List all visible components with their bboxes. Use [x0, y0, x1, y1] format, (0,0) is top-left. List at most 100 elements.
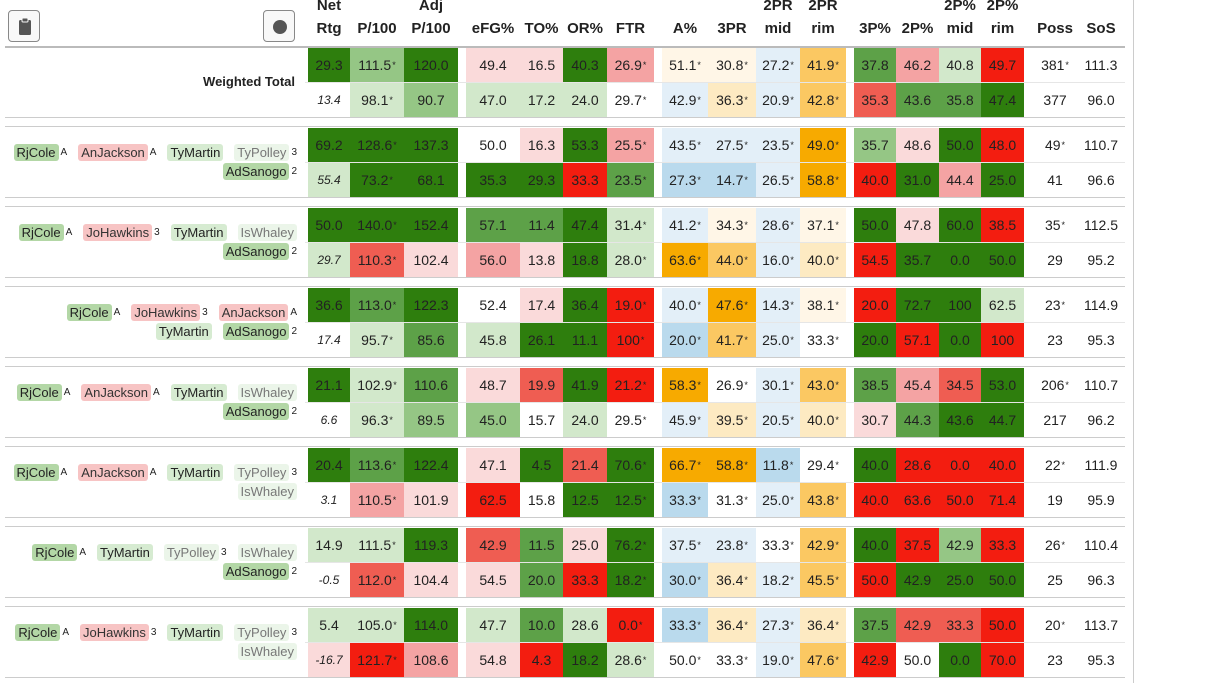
stat-cell: 47.1: [466, 448, 520, 482]
player-sup: 3: [150, 626, 157, 638]
stat-cell: 34.5: [939, 368, 981, 402]
stat-value: 25.0: [762, 332, 790, 348]
stat-value: 47.8: [903, 217, 932, 233]
stat-cell: 114.9: [1080, 288, 1122, 322]
stat-flag: *: [835, 60, 839, 70]
stat-cell: 26 *: [1030, 528, 1080, 562]
stat-cell: 37.5: [896, 528, 939, 562]
column-header: 2P%: [986, 0, 1019, 14]
stat-value: 40.0: [861, 537, 889, 553]
stat-value: 35.8: [946, 92, 974, 108]
stat-flag: *: [744, 175, 748, 185]
stat-value: 40.0: [988, 457, 1017, 473]
stat-cell: 47.4: [981, 83, 1024, 117]
stat-cell: 29.4 *: [800, 448, 846, 482]
stat-value: 22: [1044, 457, 1061, 473]
lineup-line: IsWhaley: [5, 482, 297, 500]
stat-value: 12.5: [571, 492, 599, 508]
stat-cell: 85.6: [404, 323, 458, 357]
stat-value: 27.2: [762, 57, 790, 73]
copy-button[interactable]: [8, 10, 40, 42]
stat-flag: *: [697, 575, 701, 585]
stat-cell: 49.7: [981, 48, 1024, 82]
stat-value: 30.0: [669, 572, 697, 588]
group-rule: [5, 526, 1125, 527]
player-tag: AnJackson: [78, 143, 148, 161]
lineup-line: AdSanogo 2: [5, 402, 297, 420]
stat-cell: 58.8 *: [708, 448, 756, 482]
lineup-line: RjCole A AnJackson A TyMartin TyPolley 3: [5, 463, 297, 481]
stat-value: 0.0: [950, 332, 970, 348]
stat-cell: 30.0 *: [662, 563, 708, 597]
stat-cell: 102.9 *: [350, 368, 404, 402]
header-rule: [5, 46, 1125, 48]
stat-cell: 96.0: [1080, 83, 1122, 117]
stat-cell: 13.4: [308, 83, 350, 117]
stat-cell: 111.3: [1080, 48, 1122, 82]
stat-cell: 28.6 *: [756, 208, 800, 242]
stat-flag: *: [697, 300, 701, 310]
stat-value: 102.4: [413, 252, 449, 268]
column-header: 2PR: [808, 0, 838, 14]
stat-cell: 40.0 *: [662, 288, 708, 322]
stat-flag: *: [392, 60, 396, 70]
player-tag: TyMartin: [167, 143, 224, 161]
stat-flag: *: [835, 95, 839, 105]
stat-value: 100: [990, 332, 1015, 348]
stat-cell: 35.3: [854, 83, 896, 117]
stat-value: 57.1: [903, 332, 932, 348]
stat-value: 28.6: [571, 617, 599, 633]
stat-flag: *: [640, 335, 645, 345]
stat-flag: *: [789, 460, 794, 470]
stat-value: 96.6: [1087, 172, 1115, 188]
stat-value: 20: [1044, 617, 1061, 633]
stat-value: 24.0: [571, 92, 599, 108]
stat-value: 21.4: [571, 457, 599, 473]
stat-cell: 100 *: [607, 323, 654, 357]
stat-value: 49.4: [479, 57, 507, 73]
stat-cell: 20.4: [308, 448, 350, 482]
stat-cell: 60.0: [939, 208, 981, 242]
column-header: TO%: [524, 20, 559, 37]
stat-cell: 128.6 *: [350, 128, 404, 162]
stat-value: 111.5: [358, 537, 392, 553]
stat-cell: 50.0: [466, 128, 520, 162]
column-header: Poss: [1037, 20, 1073, 37]
stat-flag: *: [642, 300, 647, 310]
stat-value: 90.7: [417, 92, 445, 108]
stat-value: 11.4: [528, 217, 555, 233]
stat-value: 96.0: [1087, 92, 1115, 108]
stat-value: 111.3: [1084, 57, 1118, 73]
stat-flag: *: [392, 460, 397, 470]
record-button[interactable]: [263, 10, 295, 42]
column-header: P/100: [411, 20, 451, 37]
stat-cell: 30.7: [854, 403, 896, 437]
stat-value: 13.4: [317, 93, 341, 107]
stat-flag: *: [697, 495, 701, 505]
player-tag: TyMartin: [170, 383, 227, 401]
stat-cell: 21.1: [308, 368, 350, 402]
group-rule: [5, 677, 1125, 678]
stat-value: 10.0: [527, 617, 556, 633]
stat-cell: 37.1 *: [800, 208, 846, 242]
stat-flag: *: [790, 300, 794, 310]
stat-flag: *: [697, 380, 701, 390]
stat-value: 57.1: [479, 217, 507, 233]
column-header: 3PR: [717, 20, 747, 37]
stat-cell: 43.6: [939, 403, 981, 437]
stat-cell: 3.1: [308, 483, 350, 517]
stat-flag: *: [1065, 380, 1069, 390]
stat-value: 53.3: [571, 137, 599, 153]
stat-cell: 36.4 *: [800, 608, 846, 642]
stat-value: 20.0: [669, 332, 697, 348]
player-tag: RjCole: [16, 383, 62, 401]
stat-cell: 50.0: [981, 243, 1024, 277]
stat-cell: 40.0: [854, 448, 896, 482]
stat-cell: 25.0: [563, 528, 607, 562]
stat-cell: 23: [1030, 643, 1080, 677]
stat-value: 110.3: [357, 252, 392, 268]
player-tag: TyMartin: [96, 543, 153, 561]
player-tag: JoHawkins: [131, 303, 201, 321]
stat-cell: 36.4 *: [708, 608, 756, 642]
stat-value: 30.1: [762, 377, 790, 393]
